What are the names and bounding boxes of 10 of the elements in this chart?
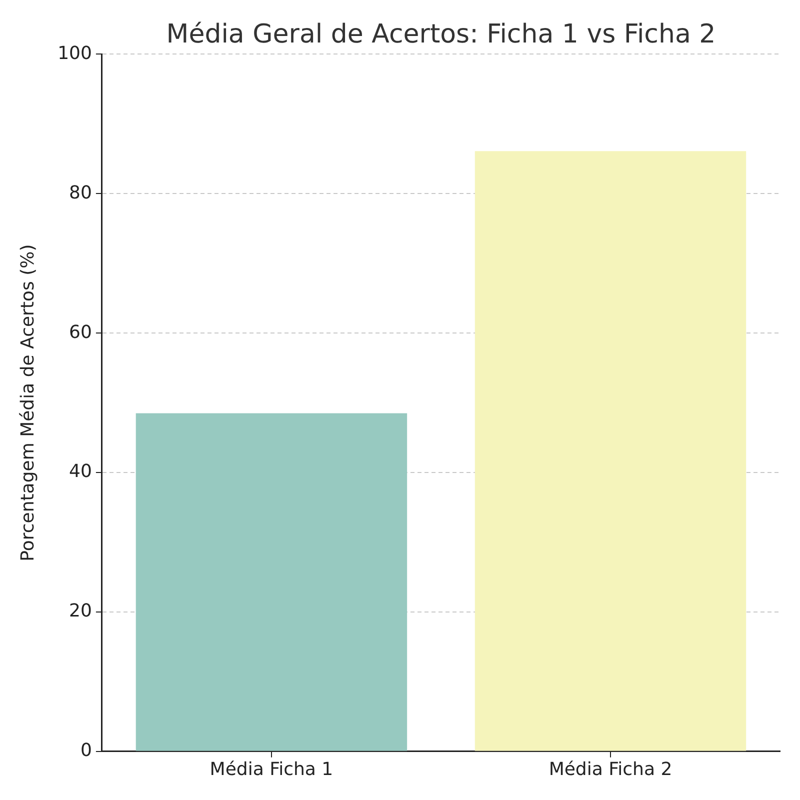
y-tick-label: 20: [69, 600, 92, 622]
y-tick-label: 80: [69, 182, 92, 204]
y-tick-label: 100: [58, 42, 92, 64]
y-axis-title: Porcentagem Média de Acertos (%): [17, 244, 38, 562]
x-tick-label: Média Ficha 2: [548, 758, 672, 780]
x-tick-label: Média Ficha 1: [210, 758, 334, 780]
chart-title: Média Geral de Acertos: Ficha 1 vs Ficha 2: [166, 19, 716, 50]
y-tick-label: 0: [80, 740, 92, 762]
y-tick-label: 40: [69, 461, 92, 482]
y-tick-label: 60: [69, 322, 92, 343]
